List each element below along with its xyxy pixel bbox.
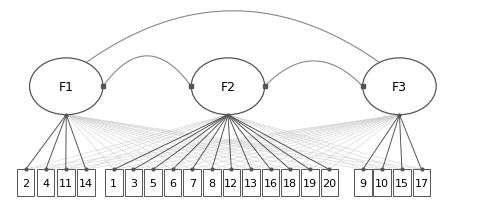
Text: 1: 1 <box>110 178 117 188</box>
Ellipse shape <box>362 59 436 115</box>
Text: 12: 12 <box>224 178 238 188</box>
Text: 11: 11 <box>59 178 73 188</box>
FancyBboxPatch shape <box>320 170 338 196</box>
Text: 3: 3 <box>130 178 137 188</box>
FancyBboxPatch shape <box>144 170 162 196</box>
Text: 7: 7 <box>188 178 196 188</box>
Ellipse shape <box>30 59 103 115</box>
Text: 17: 17 <box>414 178 428 188</box>
FancyBboxPatch shape <box>222 170 240 196</box>
Text: 9: 9 <box>359 178 366 188</box>
Text: 19: 19 <box>302 178 317 188</box>
FancyBboxPatch shape <box>412 170 430 196</box>
Text: F3: F3 <box>392 80 407 93</box>
FancyBboxPatch shape <box>393 170 410 196</box>
FancyBboxPatch shape <box>57 170 74 196</box>
FancyBboxPatch shape <box>164 170 182 196</box>
Text: 8: 8 <box>208 178 216 188</box>
Text: 14: 14 <box>79 178 93 188</box>
Text: 15: 15 <box>395 178 409 188</box>
Text: 4: 4 <box>42 178 49 188</box>
Ellipse shape <box>191 59 264 115</box>
Text: 10: 10 <box>376 178 390 188</box>
FancyBboxPatch shape <box>17 170 34 196</box>
Text: F2: F2 <box>220 80 236 93</box>
FancyBboxPatch shape <box>301 170 318 196</box>
Text: F1: F1 <box>59 80 74 93</box>
FancyBboxPatch shape <box>105 170 122 196</box>
FancyBboxPatch shape <box>184 170 201 196</box>
FancyBboxPatch shape <box>77 170 94 196</box>
Text: 13: 13 <box>244 178 258 188</box>
FancyBboxPatch shape <box>282 170 299 196</box>
FancyBboxPatch shape <box>124 170 142 196</box>
Text: 2: 2 <box>22 178 29 188</box>
Text: 18: 18 <box>283 178 297 188</box>
FancyBboxPatch shape <box>374 170 391 196</box>
FancyBboxPatch shape <box>203 170 220 196</box>
FancyBboxPatch shape <box>262 170 280 196</box>
Text: 20: 20 <box>322 178 336 188</box>
Text: 16: 16 <box>264 178 278 188</box>
Text: 6: 6 <box>169 178 176 188</box>
Text: 5: 5 <box>150 178 156 188</box>
FancyBboxPatch shape <box>37 170 54 196</box>
FancyBboxPatch shape <box>242 170 260 196</box>
FancyBboxPatch shape <box>354 170 372 196</box>
